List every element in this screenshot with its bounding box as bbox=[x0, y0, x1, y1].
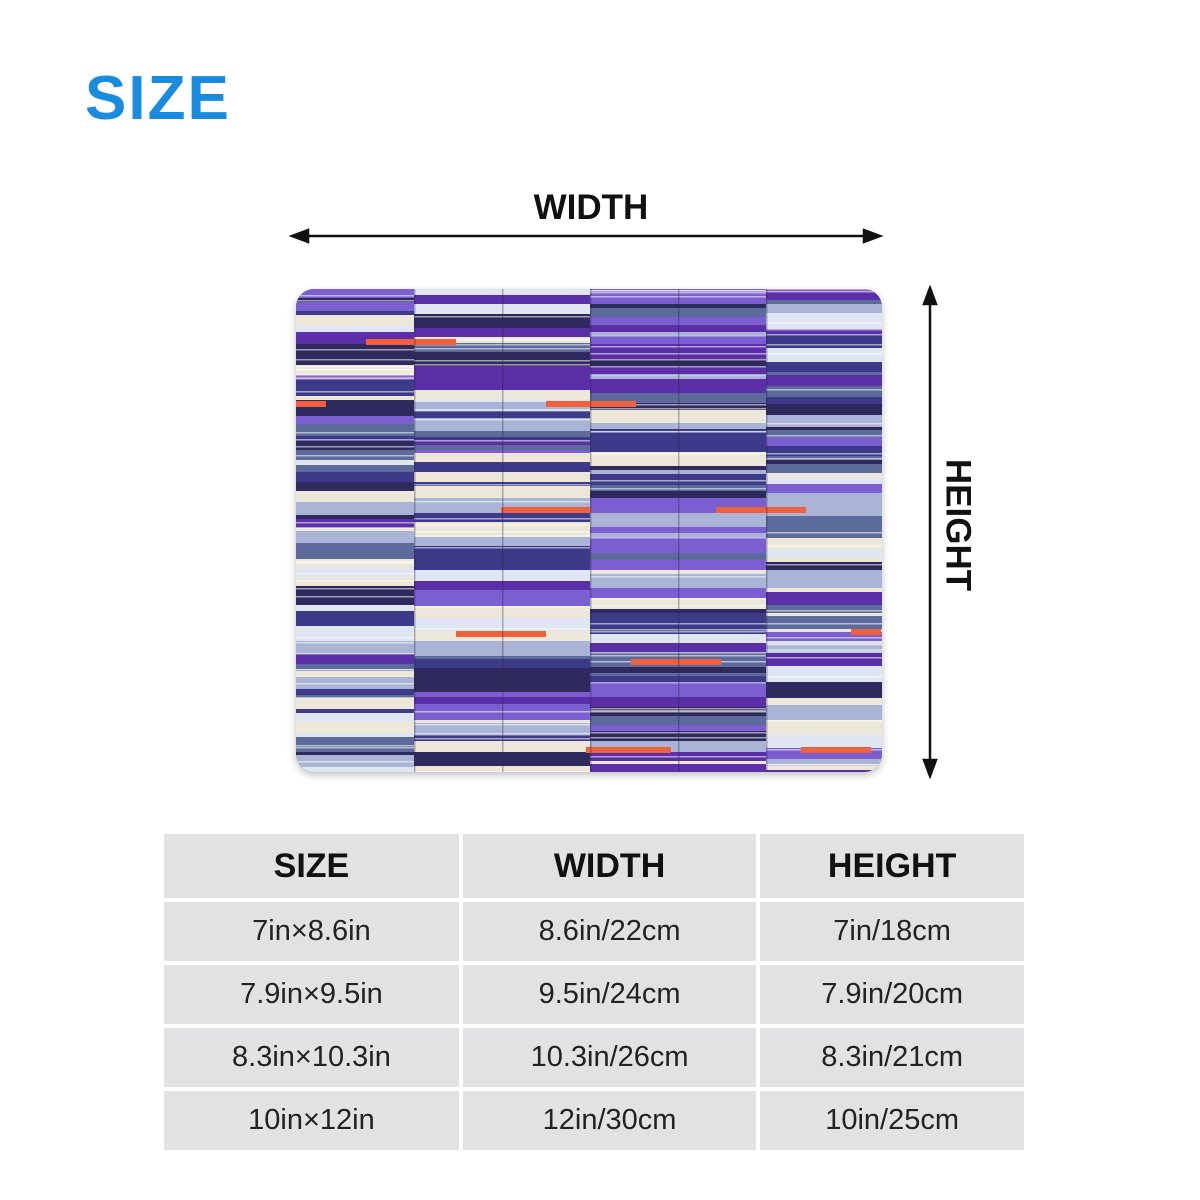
size-table: SIZE WIDTH HEIGHT 7in×8.6in 8.6in/22cm 7… bbox=[160, 830, 1028, 1154]
cell-height: 8.3in/21cm bbox=[760, 1028, 1024, 1087]
width-label: WIDTH bbox=[533, 188, 649, 227]
striped-pattern-image bbox=[296, 289, 882, 772]
width-arrow-left-head bbox=[288, 228, 310, 244]
height-arrow-top-head bbox=[922, 284, 938, 306]
width-arrow-right-head bbox=[862, 228, 884, 244]
table-row: 10in×12in 12in/30cm 10in/25cm bbox=[164, 1091, 1024, 1150]
cell-size: 8.3in×10.3in bbox=[164, 1028, 459, 1087]
cell-width: 10.3in/26cm bbox=[462, 1028, 757, 1087]
height-arrow-bottom-head bbox=[922, 758, 938, 780]
table-row: 7.9in×9.5in 9.5in/24cm 7.9in/20cm bbox=[164, 965, 1024, 1024]
cell-size: 10in×12in bbox=[164, 1091, 459, 1150]
cell-width: 8.6in/22cm bbox=[462, 902, 757, 961]
table-row: 7in×8.6in 8.6in/22cm 7in/18cm bbox=[164, 902, 1024, 961]
page-title: SIZE bbox=[85, 64, 231, 133]
table-row: 8.3in×10.3in 10.3in/26cm 8.3in/21cm bbox=[164, 1028, 1024, 1087]
header-height: HEIGHT bbox=[760, 834, 1024, 898]
cell-height: 7in/18cm bbox=[760, 902, 1024, 961]
cell-height: 7.9in/20cm bbox=[760, 965, 1024, 1024]
header-size: SIZE bbox=[164, 834, 459, 898]
cell-width: 12in/30cm bbox=[462, 1091, 757, 1150]
cell-size: 7.9in×9.5in bbox=[164, 965, 459, 1024]
mouse-pad-image bbox=[296, 289, 882, 772]
table-header-row: SIZE WIDTH HEIGHT bbox=[164, 834, 1024, 898]
cell-width: 9.5in/24cm bbox=[462, 965, 757, 1024]
cell-height: 10in/25cm bbox=[760, 1091, 1024, 1150]
cell-size: 7in×8.6in bbox=[164, 902, 459, 961]
header-width: WIDTH bbox=[462, 834, 757, 898]
